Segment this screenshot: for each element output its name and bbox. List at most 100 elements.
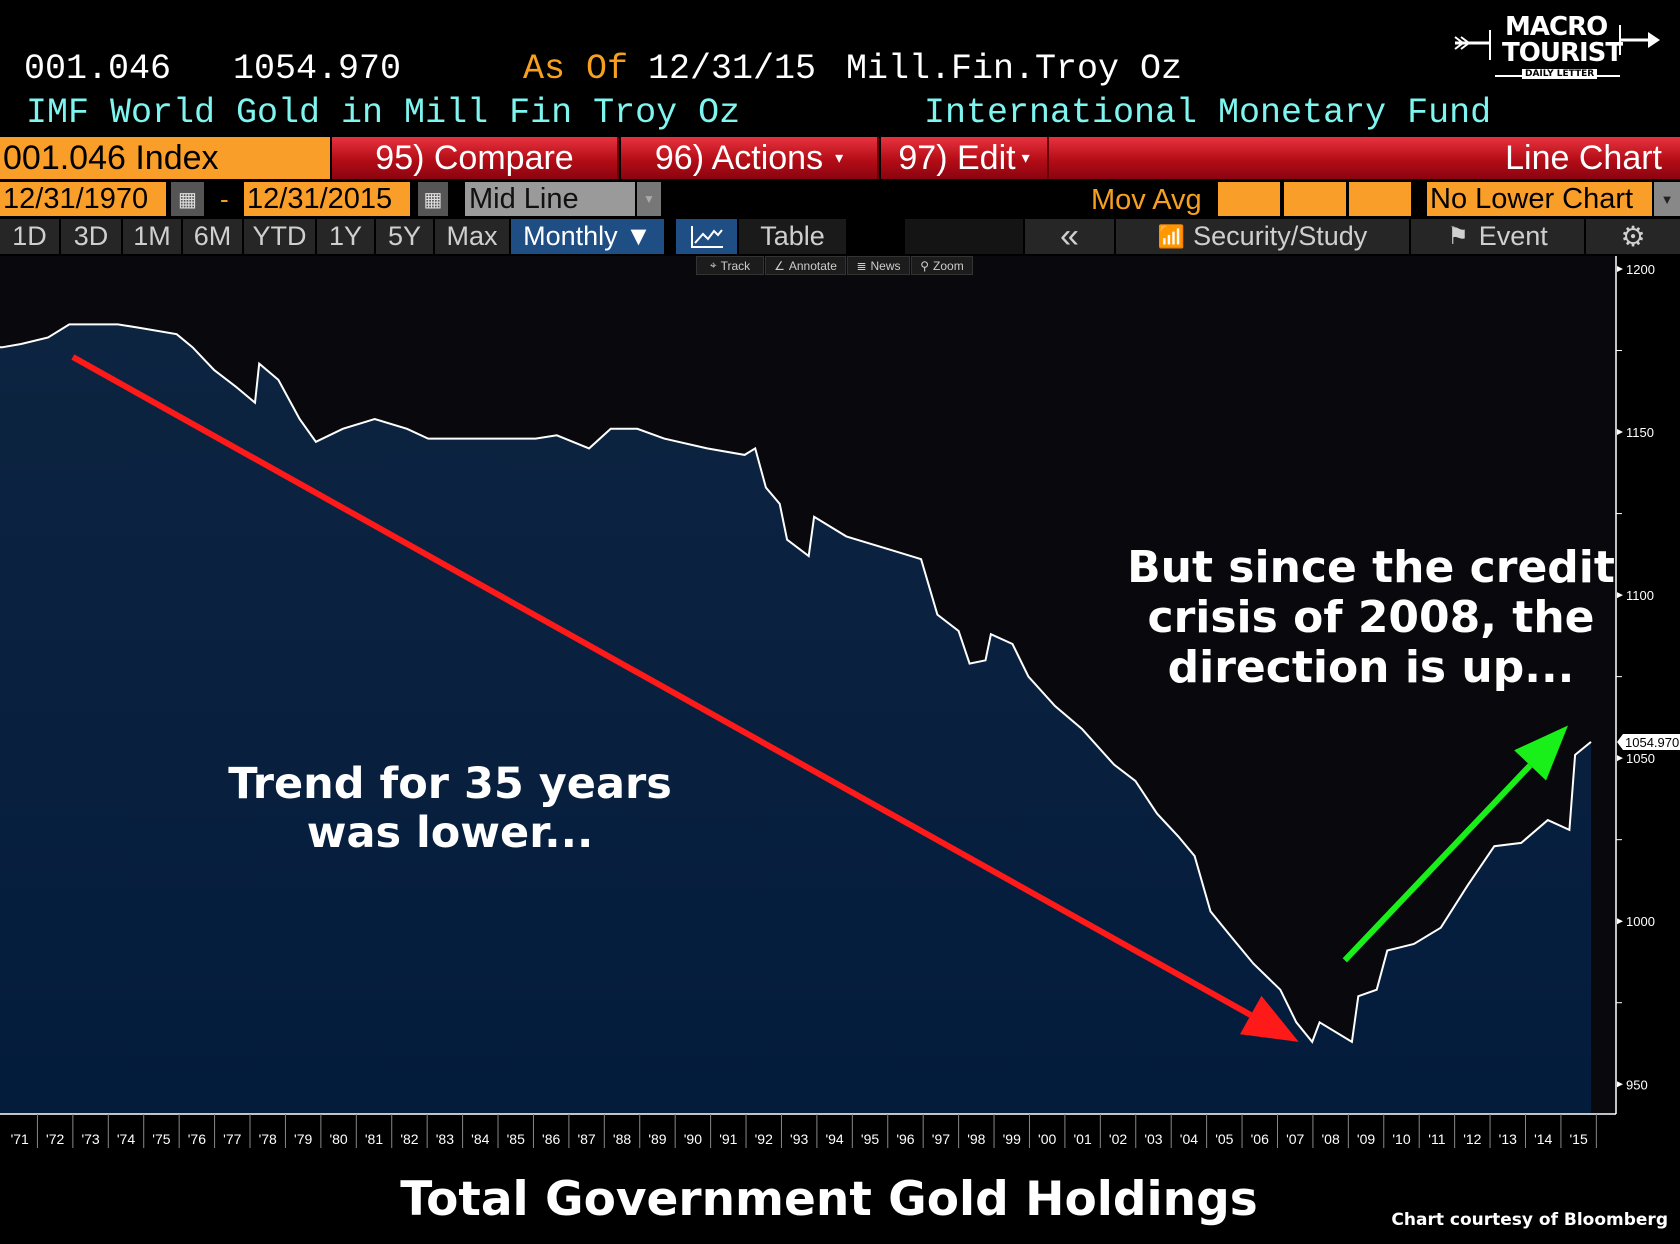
- y-tick: [1617, 1081, 1623, 1088]
- flag-icon: ⚑: [1447, 223, 1469, 250]
- series-source: International Monetary Fund: [924, 93, 1492, 133]
- y-tick: [1617, 266, 1623, 272]
- x-tick-label: '15: [1570, 1131, 1588, 1147]
- series-line: [0, 323, 1592, 1044]
- x-tick-label: '72: [46, 1131, 64, 1147]
- x-tick-label: '03: [1144, 1131, 1162, 1147]
- zoom-label: Zoom: [933, 258, 964, 273]
- empty-slot: [905, 219, 1023, 254]
- track-button[interactable]: ⌖ Track: [696, 256, 764, 275]
- annotation-line: But since the credit: [1127, 542, 1615, 593]
- x-tick-label: '11: [1428, 1131, 1445, 1147]
- x-tick-label: '98: [967, 1131, 985, 1147]
- news-button[interactable]: ≣ News: [847, 256, 910, 275]
- y-tick: [1617, 755, 1623, 762]
- x-tick-label: '84: [471, 1131, 489, 1147]
- mov-avg-input-2[interactable]: [1284, 182, 1346, 216]
- logo-line2: TOURIST: [1502, 38, 1623, 68]
- dropdown-arrow-icon[interactable]: ▼: [637, 182, 661, 216]
- x-tick-label: '99: [1003, 1131, 1021, 1147]
- x-tick-label: '80: [329, 1131, 347, 1147]
- security-study-button[interactable]: 📶 Security/Study: [1116, 219, 1409, 254]
- lower-chart-select[interactable]: No Lower Chart: [1427, 182, 1652, 216]
- x-tick-label: '82: [400, 1131, 418, 1147]
- security-field[interactable]: 001.046 Index: [0, 137, 330, 179]
- range-max[interactable]: Max: [435, 219, 509, 254]
- start-date-input[interactable]: 12/31/1970: [0, 182, 166, 216]
- compare-button[interactable]: 95) Compare: [332, 137, 619, 179]
- x-tick-label: '96: [896, 1131, 914, 1147]
- annotate-button[interactable]: ∠ Annotate: [765, 256, 846, 275]
- calendar-icon[interactable]: ▦: [171, 182, 204, 216]
- x-tick-label: '94: [825, 1131, 843, 1147]
- last-value-label: 1054.970: [1625, 735, 1679, 750]
- dropdown-arrow-icon[interactable]: ▼: [1654, 182, 1680, 216]
- x-tick-label: '95: [861, 1131, 879, 1147]
- range-6m[interactable]: 6M: [183, 219, 242, 254]
- x-tick-label: '88: [613, 1131, 631, 1147]
- annotation-downtrend: Trend for 35 years was lower...: [150, 759, 750, 859]
- chart-type-label[interactable]: Line Chart: [1049, 137, 1680, 179]
- actions-button[interactable]: 96) Actions ▾: [621, 137, 879, 179]
- event-button[interactable]: ⚑ Event: [1411, 219, 1584, 254]
- green-arrow-shaft: [1342, 763, 1533, 963]
- x-tick-label: '81: [365, 1131, 383, 1147]
- ticker: 001.046: [24, 49, 172, 89]
- mov-avg-input-1[interactable]: [1218, 182, 1280, 216]
- annotation-uptrend: But since the credit crisis of 2008, the…: [1110, 542, 1632, 694]
- x-tick-label: '04: [1180, 1131, 1198, 1147]
- x-tick-label: '74: [117, 1131, 135, 1147]
- date-separator: -: [220, 184, 229, 214]
- y-tick: [1617, 592, 1623, 599]
- security-study-label: Security/Study: [1193, 221, 1368, 251]
- mov-avg-label: Mov Avg: [1091, 184, 1202, 216]
- series-description: IMF World Gold in Mill Fin Troy Oz: [26, 93, 741, 133]
- x-tick-label: '00: [1038, 1131, 1056, 1147]
- collapse-button[interactable]: «: [1025, 217, 1114, 255]
- edit-button[interactable]: 97) Edit ▾: [881, 137, 1049, 179]
- x-tick-label: '97: [932, 1131, 950, 1147]
- caret-down-icon: ▾: [835, 150, 844, 167]
- annotation-line: Trend for 35 years: [228, 759, 672, 809]
- range-ytd[interactable]: YTD: [244, 219, 315, 254]
- arrow-logo-icon: [1454, 25, 1660, 77]
- logo-line3: DAILY LETTER: [1522, 69, 1598, 79]
- x-tick-label: '93: [790, 1131, 808, 1147]
- x-tick-label: '89: [648, 1131, 666, 1147]
- event-label: Event: [1478, 221, 1548, 251]
- table-button[interactable]: Table: [739, 219, 846, 254]
- y-tick-label: 1100: [1626, 588, 1654, 603]
- x-tick-label: '85: [507, 1131, 525, 1147]
- frequency-select[interactable]: Monthly ▼: [511, 219, 664, 254]
- edit-label: 97) Edit: [898, 138, 1016, 177]
- magnifier-icon: ⚲: [920, 258, 930, 273]
- y-tick-label: 1050: [1626, 751, 1655, 766]
- as-of-label: As Of: [523, 49, 629, 89]
- x-tick-label: '78: [259, 1131, 277, 1147]
- annotation-line: direction is up...: [1167, 642, 1575, 694]
- gear-icon[interactable]: ⚙: [1586, 219, 1680, 254]
- range-1d[interactable]: 1D: [0, 219, 59, 254]
- x-tick-label: '91: [719, 1131, 737, 1147]
- as-of-date: 12/31/15: [648, 49, 817, 89]
- end-date-input[interactable]: 12/31/2015: [244, 182, 410, 216]
- line-type-select[interactable]: Mid Line: [465, 182, 635, 216]
- last-value: 1054.970: [233, 49, 402, 89]
- y-tick: [1617, 429, 1623, 436]
- zoom-button[interactable]: ⚲ Zoom: [911, 256, 973, 275]
- mov-avg-input-3[interactable]: [1349, 182, 1411, 216]
- x-tick-label: '87: [577, 1131, 595, 1147]
- line-chart-icon[interactable]: [676, 219, 737, 254]
- annotation-line: was lower...: [306, 808, 594, 859]
- x-tick-label: '13: [1499, 1131, 1517, 1147]
- y-tick-label: 1000: [1626, 914, 1655, 929]
- range-5y[interactable]: 5Y: [376, 219, 433, 254]
- macro-tourist-logo: MACRO TOURIST DAILY LETTER: [1450, 10, 1665, 88]
- range-1y[interactable]: 1Y: [317, 219, 374, 254]
- last-value-tag: [1617, 733, 1680, 750]
- range-3d[interactable]: 3D: [61, 219, 121, 254]
- range-1m[interactable]: 1M: [123, 219, 181, 254]
- y-tick: [1617, 918, 1623, 925]
- red-arrow-head: [1239, 995, 1299, 1042]
- calendar-icon[interactable]: ▦: [418, 182, 448, 216]
